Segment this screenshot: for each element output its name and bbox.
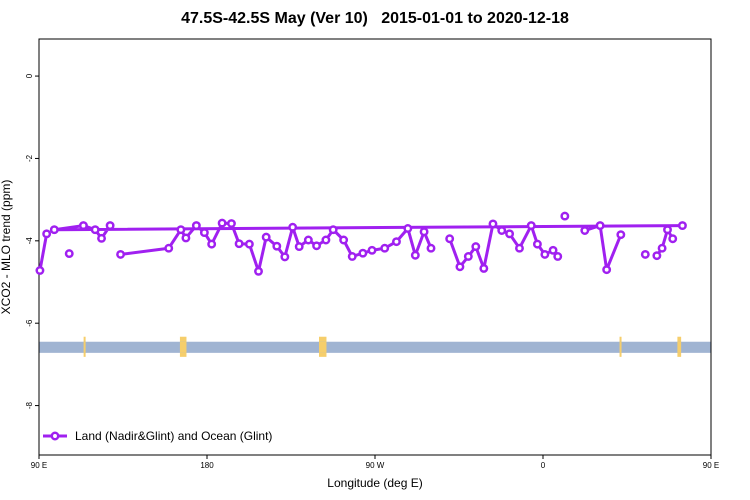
y-axis-label: XCO2 - MLO trend (ppm) (0, 180, 13, 315)
land-segment-overlay (179, 341, 187, 353)
x-tick-label: 90 W (366, 461, 385, 470)
data-point (254, 266, 263, 276)
y-tick-label: -8 (25, 401, 34, 409)
data-point (116, 249, 126, 259)
land-segment-overlay (619, 341, 622, 353)
chart-title: 47.5S-42.5S May (Ver 10) 2015-01-01 to 2… (181, 10, 569, 27)
series-layer (35, 211, 687, 276)
data-point (367, 245, 377, 255)
data-point (339, 235, 349, 245)
data-point (410, 250, 420, 260)
data-point (419, 227, 429, 237)
data-point (358, 248, 368, 258)
data-point (426, 243, 436, 253)
data-point (532, 239, 542, 249)
data-point (35, 266, 45, 275)
data-point (42, 229, 52, 239)
data-point (497, 226, 507, 235)
data-point (181, 233, 191, 243)
data-point (321, 235, 331, 245)
data-point (657, 243, 667, 253)
series-line (38, 233, 49, 271)
data-point (90, 225, 100, 235)
data-point (328, 225, 338, 235)
data-point (463, 252, 473, 261)
x-tick-label: 90 E (31, 461, 47, 470)
data-point (244, 239, 254, 249)
data-point (97, 233, 106, 243)
legend: Land (Nadir&Glint) and Ocean (Glint) (43, 429, 272, 443)
data-point (602, 265, 612, 275)
x-tick-label: 0 (541, 461, 546, 470)
data-point (272, 241, 282, 251)
data-point (392, 237, 401, 247)
data-point (640, 249, 650, 259)
data-point (288, 222, 298, 232)
land-segment-overlay (319, 341, 327, 353)
data-point (380, 243, 390, 253)
data-point (663, 225, 672, 235)
series-line (655, 228, 675, 257)
y-tick-label: -2 (25, 154, 34, 162)
data-point (560, 211, 570, 221)
data-point (303, 235, 313, 245)
data-point (164, 243, 174, 253)
series-line (584, 224, 623, 272)
x-tick-label: 90 E (703, 461, 719, 470)
data-point (207, 239, 217, 249)
data-point (445, 234, 455, 244)
x-tick-label: 180 (200, 461, 214, 470)
data-point (280, 252, 290, 262)
data-point (580, 226, 590, 235)
data-point (548, 245, 558, 255)
data-point (540, 249, 550, 259)
data-point (64, 249, 74, 259)
data-point (652, 251, 662, 261)
data-point (227, 219, 236, 228)
data-point (616, 230, 626, 240)
x-axis-label: Longitude (deg E) (327, 476, 422, 490)
legend-label: Land (Nadir&Glint) and Ocean (Glint) (75, 429, 272, 443)
land-segment-overlay (677, 341, 682, 353)
data-point (479, 263, 489, 273)
land-segment-overlay (83, 341, 86, 353)
ocean-band (39, 341, 711, 353)
data-point (488, 219, 498, 229)
data-point (78, 221, 88, 231)
y-tick-label: -4 (25, 237, 34, 245)
y-tick-label: -6 (25, 319, 34, 327)
data-point (234, 239, 244, 249)
data-point (105, 221, 115, 231)
data-point (312, 241, 322, 251)
data-point (505, 229, 515, 239)
data-point (199, 228, 209, 238)
data-point (471, 242, 481, 252)
data-point (677, 221, 687, 231)
data-point (515, 243, 524, 253)
data-point (668, 234, 678, 244)
data-point (455, 262, 465, 272)
data-point (294, 242, 304, 252)
data-point (403, 224, 413, 233)
axes-layer: 90 E 180 90 W 0 90 E 0 -2 -4 -6 -8 Longitude (deg … (0, 38, 719, 490)
ocean-band-layer (39, 341, 711, 353)
data-point (49, 225, 59, 235)
data-point (526, 221, 536, 231)
legend-marker (50, 431, 60, 441)
data-point (261, 232, 271, 242)
data-point (176, 225, 186, 235)
data-point (217, 218, 227, 228)
data-point (553, 252, 563, 261)
data-point (595, 221, 605, 231)
data-point (191, 221, 201, 231)
data-point (347, 252, 357, 261)
y-tick-label: 0 (25, 73, 34, 78)
